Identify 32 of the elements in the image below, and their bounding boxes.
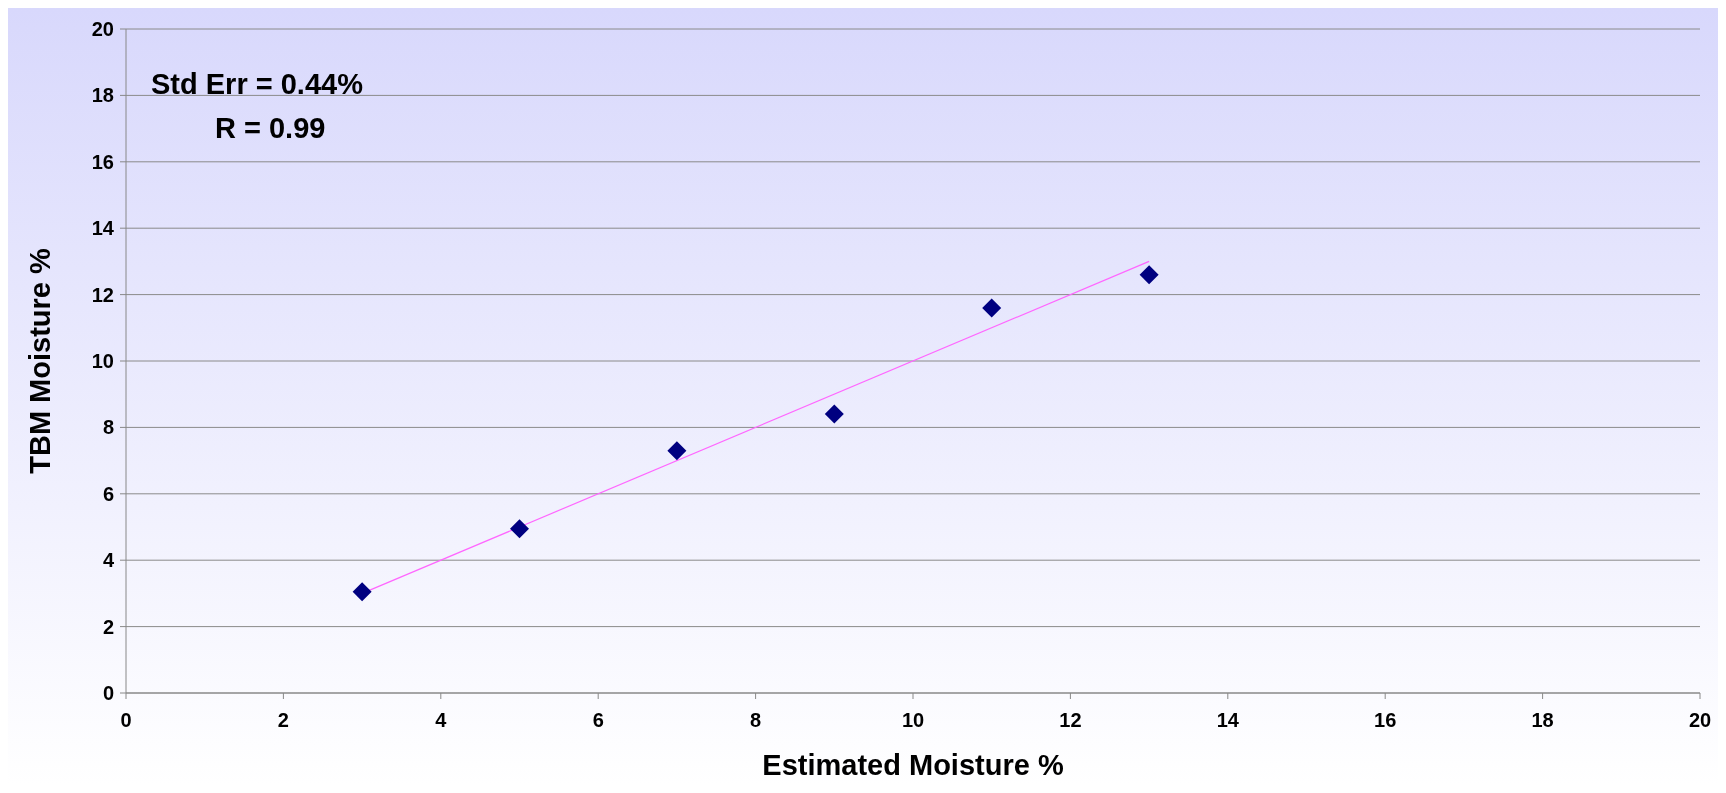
annotation: R = 0.99 [215,112,326,144]
point [667,441,687,461]
point [352,582,372,602]
x-tick-label: 10 [901,709,925,731]
y-tick-label: 12 [91,283,114,306]
y-axis-title: TBM Moisture % [24,248,56,474]
y-tick-label: 18 [91,84,114,107]
x-tick-label: 2 [277,709,289,731]
point [982,298,1002,318]
point [824,404,844,424]
x-tick-label: 16 [1374,709,1397,731]
x-tick-label: 0 [120,709,132,731]
x-tick-label: 8 [750,709,762,731]
y-tick-label: 20 [91,18,114,40]
y-tick-label: 6 [102,482,114,505]
x-tick-label: 4 [435,709,448,731]
point [1139,265,1159,285]
x-tick-label: 12 [1059,709,1082,731]
y-tick-label: 8 [102,416,114,439]
y-tick-label: 16 [91,150,114,173]
x-tick-label: 14 [1216,709,1240,731]
x-tick-label: 20 [1688,709,1712,731]
point [510,519,529,539]
x-axis-title: Estimated Moisture % [762,749,1064,781]
y-tick-label: 0 [102,682,114,704]
y-tick-label: 10 [91,350,114,372]
x-tick-label: 6 [592,709,604,731]
annotation: Std Err = 0.44% [151,68,364,100]
y-tick-label: 14 [91,217,115,240]
x-tick-label: 18 [1531,709,1554,731]
y-tick-label: 2 [102,615,114,638]
y-tick-label: 4 [102,549,115,572]
